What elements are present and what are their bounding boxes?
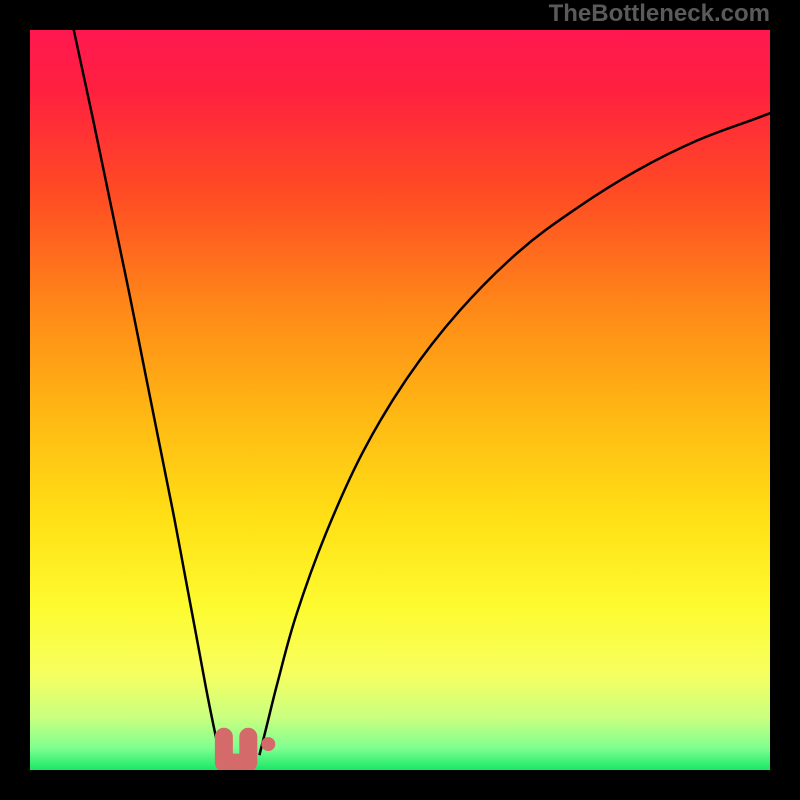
left-curve	[72, 30, 222, 761]
watermark-text: TheBottleneck.com	[549, 0, 770, 28]
bottom-side-dot	[261, 737, 275, 751]
right-curve	[259, 108, 770, 756]
chart-frame: TheBottleneck.com	[0, 0, 800, 800]
curve-layer	[30, 30, 770, 770]
plot-area	[30, 30, 770, 770]
bottom-u-marker	[224, 737, 248, 763]
